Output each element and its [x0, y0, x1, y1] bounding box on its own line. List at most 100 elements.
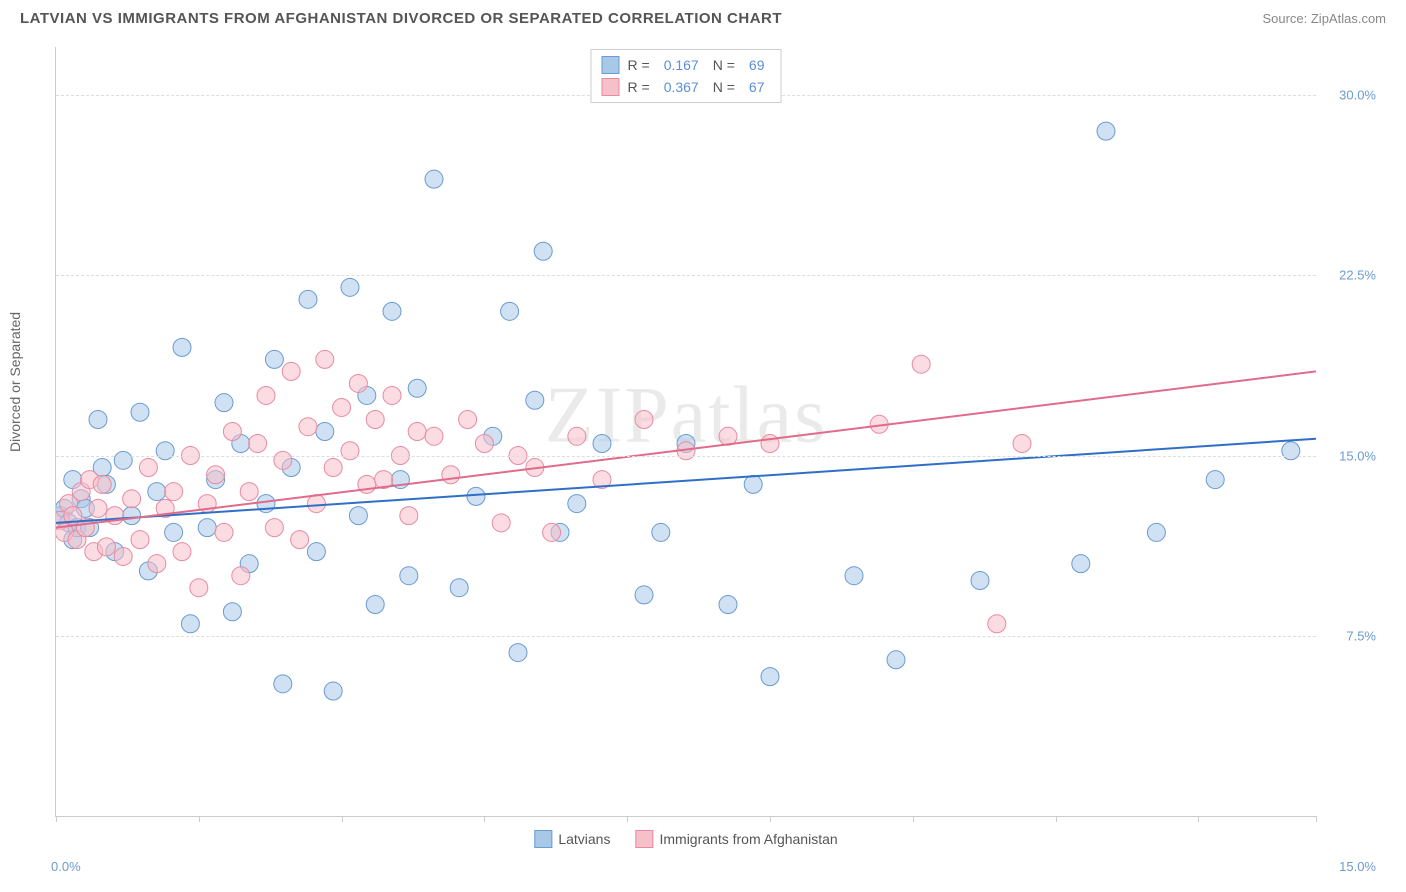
data-point [467, 487, 485, 505]
data-point [492, 514, 510, 532]
legend-swatch-pink [635, 830, 653, 848]
data-point [215, 394, 233, 412]
data-point [501, 302, 519, 320]
legend-swatch-blue [602, 56, 620, 74]
data-point [93, 475, 111, 493]
data-point [148, 483, 166, 501]
data-point [400, 507, 418, 525]
data-point [123, 490, 141, 508]
data-point [635, 586, 653, 604]
data-point [971, 571, 989, 589]
data-point [249, 435, 267, 453]
x-tick [199, 816, 200, 822]
data-point [190, 579, 208, 597]
data-point [475, 435, 493, 453]
data-point [366, 596, 384, 614]
data-point [324, 682, 342, 700]
data-point [316, 350, 334, 368]
r-label: R = [628, 57, 650, 73]
data-point [425, 170, 443, 188]
data-point [97, 538, 115, 556]
data-point [324, 459, 342, 477]
gridline [56, 275, 1316, 276]
n-value-2: 67 [749, 79, 765, 95]
data-point [1282, 442, 1300, 460]
x-tick [342, 816, 343, 822]
gridline [56, 636, 1316, 637]
data-point [1013, 435, 1031, 453]
data-point [349, 507, 367, 525]
y-tick-label: 22.5% [1339, 268, 1376, 283]
data-point [1072, 555, 1090, 573]
data-point [450, 579, 468, 597]
data-point [156, 442, 174, 460]
data-point [291, 531, 309, 549]
x-tick [627, 816, 628, 822]
data-point [181, 615, 199, 633]
data-point [282, 362, 300, 380]
x-tick [1056, 816, 1057, 822]
x-tick-min: 0.0% [51, 859, 81, 874]
data-point [139, 459, 157, 477]
legend-label-1: Latvians [558, 831, 610, 847]
data-point [761, 435, 779, 453]
data-point [316, 423, 334, 441]
data-point [257, 386, 275, 404]
data-point [509, 644, 527, 662]
data-point [988, 615, 1006, 633]
data-point [845, 567, 863, 585]
n-label: N = [713, 57, 735, 73]
x-tick [770, 816, 771, 822]
data-point [635, 410, 653, 428]
data-point [400, 567, 418, 585]
data-point [912, 355, 930, 373]
y-tick-label: 15.0% [1339, 448, 1376, 463]
n-value-1: 69 [749, 57, 765, 73]
data-point [534, 242, 552, 260]
x-tick [1198, 816, 1199, 822]
data-point [366, 410, 384, 428]
y-tick-label: 7.5% [1346, 628, 1376, 643]
data-point [593, 435, 611, 453]
data-point [207, 466, 225, 484]
data-point [383, 302, 401, 320]
data-point [307, 543, 325, 561]
data-point [232, 567, 250, 585]
data-point [265, 519, 283, 537]
legend-swatch-blue [534, 830, 552, 848]
data-point [223, 423, 241, 441]
data-point [408, 379, 426, 397]
data-point [1147, 523, 1165, 541]
plot-svg [56, 47, 1316, 816]
data-point [89, 499, 107, 517]
data-point [341, 442, 359, 460]
data-point [114, 451, 132, 469]
data-point [1206, 471, 1224, 489]
data-point [383, 386, 401, 404]
data-point [349, 374, 367, 392]
legend-row-2: R = 0.367 N = 67 [602, 76, 771, 98]
data-point [341, 278, 359, 296]
data-point [526, 391, 544, 409]
data-point [274, 675, 292, 693]
gridline [56, 456, 1316, 457]
data-point [114, 547, 132, 565]
data-point [568, 495, 586, 513]
chart-container: Divorced or Separated ZIPatlas R = 0.167… [20, 42, 1386, 862]
data-point [165, 523, 183, 541]
legend-stats: R = 0.167 N = 69 R = 0.367 N = 67 [591, 49, 782, 103]
chart-title: LATVIAN VS IMMIGRANTS FROM AFGHANISTAN D… [20, 10, 782, 27]
r-value-2: 0.367 [664, 79, 699, 95]
data-point [131, 531, 149, 549]
y-tick-label: 30.0% [1339, 88, 1376, 103]
legend-label-2: Immigrants from Afghanistan [659, 831, 837, 847]
x-tick [913, 816, 914, 822]
legend-item-latvians: Latvians [534, 830, 610, 848]
r-label: R = [628, 79, 650, 95]
data-point [568, 427, 586, 445]
data-point [215, 523, 233, 541]
data-point [148, 555, 166, 573]
data-point [408, 423, 426, 441]
data-point [652, 523, 670, 541]
data-point [425, 427, 443, 445]
